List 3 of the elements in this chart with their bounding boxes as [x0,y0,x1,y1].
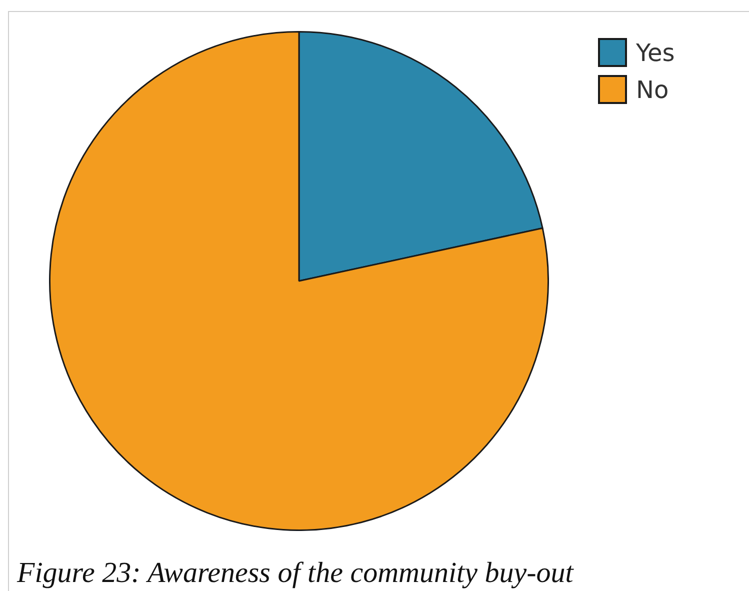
legend-label: Yes [636,38,675,66]
caption: Figure 23: Awareness of the community buy-out [17,557,574,589]
legend-label: No [636,76,669,104]
